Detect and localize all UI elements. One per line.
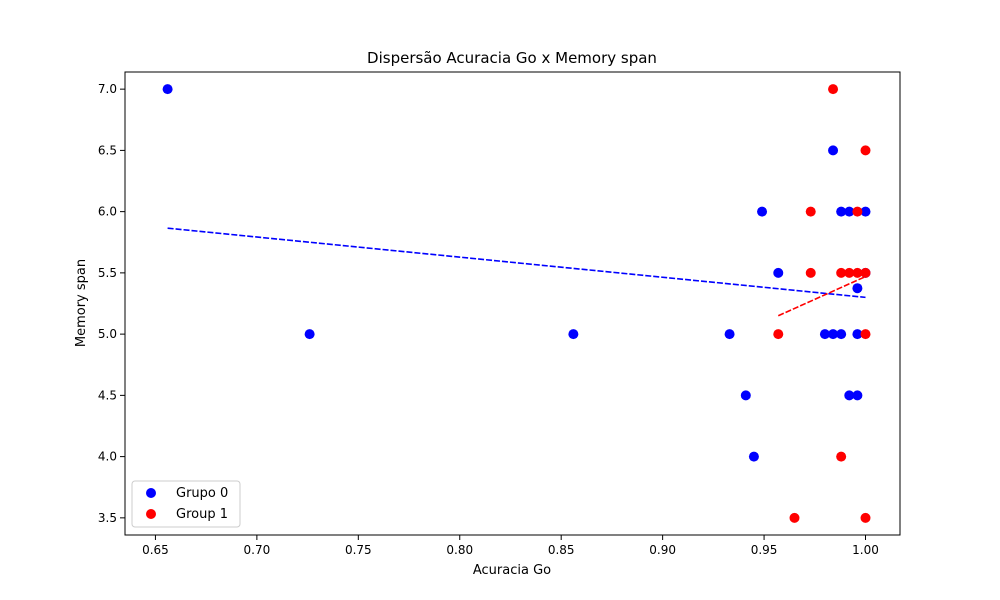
x-tick-label: 0.70 xyxy=(244,543,271,557)
x-tick-label: 0.75 xyxy=(345,543,372,557)
y-tick-label: 3.5 xyxy=(98,511,117,525)
data-point-series-0-12 xyxy=(836,206,847,217)
y-tick-label: 5.5 xyxy=(98,266,117,280)
y-tick-label: 6.5 xyxy=(98,143,117,157)
data-points xyxy=(162,84,871,523)
y-tick-label: 7.0 xyxy=(98,82,117,96)
y-tick-label: 6.0 xyxy=(98,205,117,219)
y-axis: 3.5 4.0 4.5 5.0 5.5 6.0 6.5 7.0 xyxy=(98,82,125,525)
data-point-series-1-9 xyxy=(852,267,863,278)
legend-marker-grupo-0 xyxy=(146,488,156,498)
data-point-series-0-6 xyxy=(757,206,768,217)
data-point-series-0-8 xyxy=(819,329,830,340)
data-point-series-0-0 xyxy=(162,84,173,95)
data-point-series-0-14 xyxy=(844,390,855,401)
y-tick-label: 5.0 xyxy=(98,327,117,341)
data-point-series-1-1 xyxy=(789,512,800,523)
trendlines xyxy=(167,227,866,317)
chart-title: Dispersão Acuracia Go x Memory span xyxy=(367,49,657,67)
data-point-series-1-0 xyxy=(773,329,784,340)
legend-label-group-1: Group 1 xyxy=(176,507,228,522)
legend-marker-group-1 xyxy=(146,509,156,519)
y-tick-label: 4.0 xyxy=(98,450,117,464)
data-point-series-0-10 xyxy=(828,145,839,156)
x-tick-label: 0.85 xyxy=(548,543,575,557)
x-axis-title: Acuracia Go xyxy=(473,563,551,578)
data-point-series-0-15 xyxy=(852,390,863,401)
data-point-series-0-16 xyxy=(852,329,863,340)
data-point-series-0-2 xyxy=(568,329,579,340)
x-tick-label: 0.65 xyxy=(142,543,169,557)
data-point-series-1-13 xyxy=(860,512,871,523)
y-tick-label: 4.5 xyxy=(98,388,117,402)
data-point-series-0-11 xyxy=(836,329,847,340)
data-point-series-1-5 xyxy=(836,267,847,278)
trendline-series-0 xyxy=(167,227,866,299)
data-point-series-0-5 xyxy=(748,451,759,462)
data-point-series-0-4 xyxy=(740,390,751,401)
data-point-series-1-10 xyxy=(860,145,871,156)
data-point-series-1-7 xyxy=(844,267,855,278)
data-point-series-1-4 xyxy=(828,84,839,95)
data-point-series-0-7 xyxy=(773,267,784,278)
x-tick-label: 1.00 xyxy=(852,543,879,557)
legend-label-grupo-0: Grupo 0 xyxy=(176,486,228,501)
data-point-series-1-11 xyxy=(860,267,871,278)
data-point-series-0-3 xyxy=(724,329,735,340)
data-point-series-0-18 xyxy=(860,206,871,217)
data-point-series-1-3 xyxy=(805,267,816,278)
data-point-series-1-6 xyxy=(836,451,847,462)
plot-area-frame xyxy=(124,71,901,536)
data-point-series-0-17 xyxy=(852,283,863,294)
y-axis-title: Memory span xyxy=(74,259,89,347)
data-point-series-0-1 xyxy=(304,329,315,340)
data-point-series-0-9 xyxy=(828,329,839,340)
x-axis: 0.65 0.70 0.75 0.80 0.85 0.90 0.95 1.00 xyxy=(142,535,879,557)
data-point-series-1-12 xyxy=(860,329,871,340)
legend: Grupo 0 Group 1 xyxy=(131,480,241,528)
data-point-series-0-13 xyxy=(844,206,855,217)
x-tick-label: 0.80 xyxy=(446,543,473,557)
data-point-series-1-8 xyxy=(852,206,863,217)
x-tick-label: 0.90 xyxy=(649,543,676,557)
data-point-series-1-2 xyxy=(805,206,816,217)
x-tick-label: 0.95 xyxy=(751,543,778,557)
legend-box xyxy=(131,480,241,528)
